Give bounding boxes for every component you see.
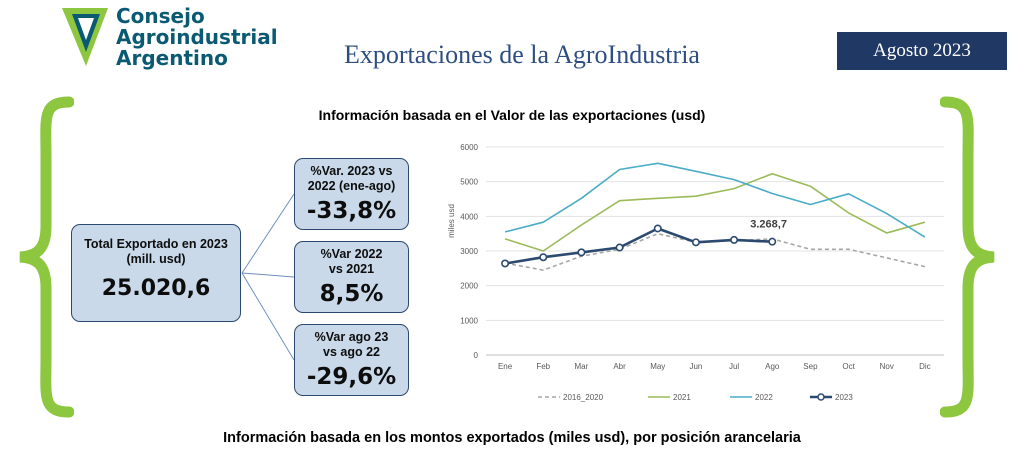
legend-marker-2023 [817,393,825,401]
kpi-value-1: -33,8% [306,198,397,224]
y-tick-label: 5000 [460,178,478,187]
x-tick-label: Dic [919,362,931,371]
kpi-label-3b: vs ago 22 [323,345,380,359]
section-subtitle-amounts: Información basada en los montos exporta… [223,430,801,446]
date-badge: Agosto 2023 [837,32,1007,70]
legend-label-2022: 2022 [755,393,773,402]
kpi-label-2b: vs 2021 [328,262,375,276]
data-point-2023 [768,237,777,246]
series-line-2016_2020 [504,232,926,271]
left-brace-decoration [19,96,74,418]
x-tick-label: Oct [842,362,855,371]
x-tick-label: Feb [536,362,550,371]
series-line-2022 [504,162,926,238]
y-tick-label: 1000 [460,316,478,325]
page-title: Exportaciones de la AgroIndustria [344,40,700,69]
kpi-label-3a: %Var ago 23 [314,330,389,344]
data-point-2023 [615,243,624,252]
legend-label-2021: 2021 [673,393,691,402]
kpi-var-2023-vs-2022: %Var. 2023 vs 2022 (ene-ago) -33,8% [294,158,409,230]
logo-leaf-core [78,18,94,40]
kpi-label-2a: %Var 2022 [320,247,383,261]
x-tick-label: Abr [613,362,626,371]
kpi-value-3: -29,6% [306,364,397,390]
x-tick-label: Nov [880,362,894,371]
kpi-label-1b: 2022 (ene-ago) [307,179,396,193]
y-tick-label: 3000 [460,247,478,256]
logo-mark [62,8,108,66]
kpi-value-2: 8,5% [319,281,384,307]
x-tick-label: Jun [689,362,702,371]
legend-label-2016_2020: 2016_2020 [563,393,604,402]
kpi-total-label-2: (mill. usd) [126,252,186,266]
exports-line-chart: 0 1000 2000 3000 4000 5000 6000 miles usd Ene Feb… [447,143,944,402]
x-tick-label: May [650,362,665,371]
x-tick-label: Ene [498,362,513,371]
y-tick-label: 2000 [460,282,478,291]
y-axis-label: miles usd [447,204,456,238]
data-point-2023 [691,238,700,247]
kpi-total-label-1: Total Exportado en 2023 [84,237,228,251]
kpi-var-ago23-vs-ago22: %Var ago 23 vs ago 22 -29,6% [294,324,409,396]
logo-wordmark: Consejo Agroindustrial Argentino [116,6,278,69]
data-point-2023 [539,253,548,262]
series-line-2023 [504,227,773,265]
logo-line-2: Agroindustrial [116,25,278,49]
data-point-2023 [730,235,739,244]
kpi-total-exported: Total Exportado en 2023 (mill. usd) 25.0… [71,224,241,322]
kpi-label-1a: %Var. 2023 vs [310,164,393,178]
x-tick-label: Mar [575,362,589,371]
x-tick-label: Ago [765,362,780,371]
data-point-2023 [653,224,662,233]
x-tick-label: Sep [803,362,818,371]
x-tick-label: Jul [729,362,739,371]
data-label-annotation: 3.268,7 [750,219,787,231]
section-subtitle-value: Información basada en el Valor de las ex… [318,107,706,123]
legend-label-2023: 2023 [835,393,853,402]
kpi-total-value: 25.020,6 [101,276,211,301]
kpi-var-2022-vs-2021: %Var 2022 vs 2021 8,5% [294,241,409,313]
logo-line-3: Argentino [116,46,228,70]
series-line-2021 [504,172,926,252]
y-tick-label: 0 [474,351,479,360]
data-point-2023 [577,248,586,257]
y-tick-label: 6000 [460,143,478,152]
right-brace-decoration [940,96,995,418]
data-point-2023 [501,259,510,268]
logo-line-1: Consejo [116,4,205,28]
y-tick-label: 4000 [460,212,478,221]
